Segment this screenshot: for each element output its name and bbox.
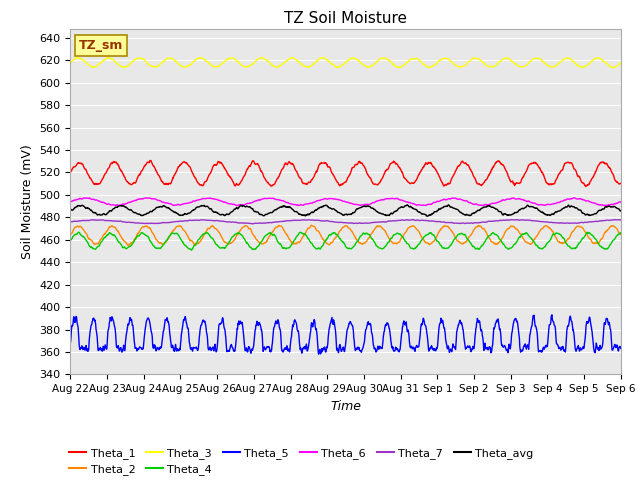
Theta_1 xyxy=(251,161,259,167)
Theta_avg xyxy=(552,209,560,215)
Theta_1 xyxy=(552,178,559,183)
Theta_4 xyxy=(504,246,511,252)
Theta_5 xyxy=(617,346,625,351)
Theta_1 xyxy=(617,180,625,186)
Theta_5 xyxy=(250,336,258,342)
Theta_avg xyxy=(432,209,440,215)
Theta_2 xyxy=(432,236,440,241)
Theta_avg xyxy=(617,208,625,214)
Theta_3 xyxy=(189,60,196,65)
Theta_5 xyxy=(189,348,196,354)
Theta_2 xyxy=(504,226,511,232)
Theta_6 xyxy=(175,202,183,208)
Theta_6 xyxy=(189,198,196,204)
Theta_avg xyxy=(504,212,511,218)
Theta_2 xyxy=(176,223,184,229)
Theta_3 xyxy=(250,60,258,66)
Theta_6 xyxy=(67,199,74,204)
Theta_7 xyxy=(552,220,560,226)
Line: Theta_2: Theta_2 xyxy=(70,225,621,245)
Theta_5 xyxy=(175,347,183,353)
Theta_avg xyxy=(67,207,74,213)
Theta_6 xyxy=(570,195,577,201)
Line: Theta_7: Theta_7 xyxy=(70,219,621,224)
Theta_5 xyxy=(552,338,560,344)
Theta_4 xyxy=(617,230,625,236)
Theta_6 xyxy=(479,203,487,208)
Theta_avg xyxy=(189,207,196,213)
Theta_1 xyxy=(176,162,184,168)
Theta_7 xyxy=(67,219,74,225)
Theta_7 xyxy=(249,221,257,227)
Theta_4 xyxy=(75,229,83,235)
Line: Theta_5: Theta_5 xyxy=(70,315,621,354)
Theta_3 xyxy=(610,65,618,71)
Theta_3 xyxy=(67,60,74,66)
Theta_2 xyxy=(617,231,625,237)
Theta_7 xyxy=(410,216,417,222)
Theta_2 xyxy=(308,222,316,228)
Theta_5 xyxy=(67,340,74,346)
Theta_1 xyxy=(504,170,511,176)
Theta_7 xyxy=(175,218,183,224)
Theta_5 xyxy=(504,348,511,354)
Theta_2 xyxy=(125,242,132,248)
Theta_3 xyxy=(175,62,183,68)
Legend: Theta_1, Theta_2, Theta_3, Theta_4, Theta_5, Theta_6, Theta_7, Theta_avg: Theta_1, Theta_2, Theta_3, Theta_4, Thet… xyxy=(65,443,538,480)
Theta_1 xyxy=(431,166,439,172)
Theta_4 xyxy=(552,230,560,236)
Theta_avg xyxy=(424,213,431,219)
Theta_3 xyxy=(617,60,625,66)
Line: Theta_4: Theta_4 xyxy=(70,232,621,250)
Theta_1 xyxy=(147,157,154,163)
Theta_7 xyxy=(617,217,625,223)
Theta_6 xyxy=(552,201,559,206)
Theta_1 xyxy=(189,171,197,177)
Line: Theta_1: Theta_1 xyxy=(70,160,621,186)
Y-axis label: Soil Moisture (mV): Soil Moisture (mV) xyxy=(21,144,34,259)
Theta_avg xyxy=(250,208,258,214)
Theta_3 xyxy=(259,55,266,60)
Theta_6 xyxy=(617,199,625,205)
Theta_avg xyxy=(404,202,412,208)
Theta_4 xyxy=(67,237,74,243)
Theta_5 xyxy=(431,347,439,352)
X-axis label: Time: Time xyxy=(330,400,361,413)
Theta_2 xyxy=(251,234,259,240)
Theta_7 xyxy=(504,217,511,223)
Theta_6 xyxy=(250,198,258,204)
Theta_2 xyxy=(67,231,74,237)
Theta_1 xyxy=(67,169,74,175)
Line: Theta_avg: Theta_avg xyxy=(70,205,621,216)
Theta_4 xyxy=(176,235,184,240)
Theta_5 xyxy=(315,351,323,357)
Theta_5 xyxy=(548,312,556,318)
Theta_6 xyxy=(431,200,439,205)
Title: TZ Soil Moisture: TZ Soil Moisture xyxy=(284,11,407,26)
Theta_2 xyxy=(189,240,197,246)
Theta_4 xyxy=(188,247,195,253)
Theta_2 xyxy=(552,235,560,240)
Line: Theta_6: Theta_6 xyxy=(70,198,621,205)
Theta_4 xyxy=(432,236,440,241)
Theta_4 xyxy=(252,247,259,252)
Line: Theta_3: Theta_3 xyxy=(70,58,621,68)
Text: TZ_sm: TZ_sm xyxy=(79,39,123,52)
Theta_3 xyxy=(504,56,511,61)
Theta_avg xyxy=(175,212,183,218)
Theta_4 xyxy=(189,243,197,249)
Theta_1 xyxy=(582,183,589,189)
Theta_6 xyxy=(504,196,511,202)
Theta_3 xyxy=(431,61,439,67)
Theta_7 xyxy=(251,220,259,226)
Theta_7 xyxy=(189,217,196,223)
Theta_3 xyxy=(552,63,559,69)
Theta_7 xyxy=(432,219,440,225)
